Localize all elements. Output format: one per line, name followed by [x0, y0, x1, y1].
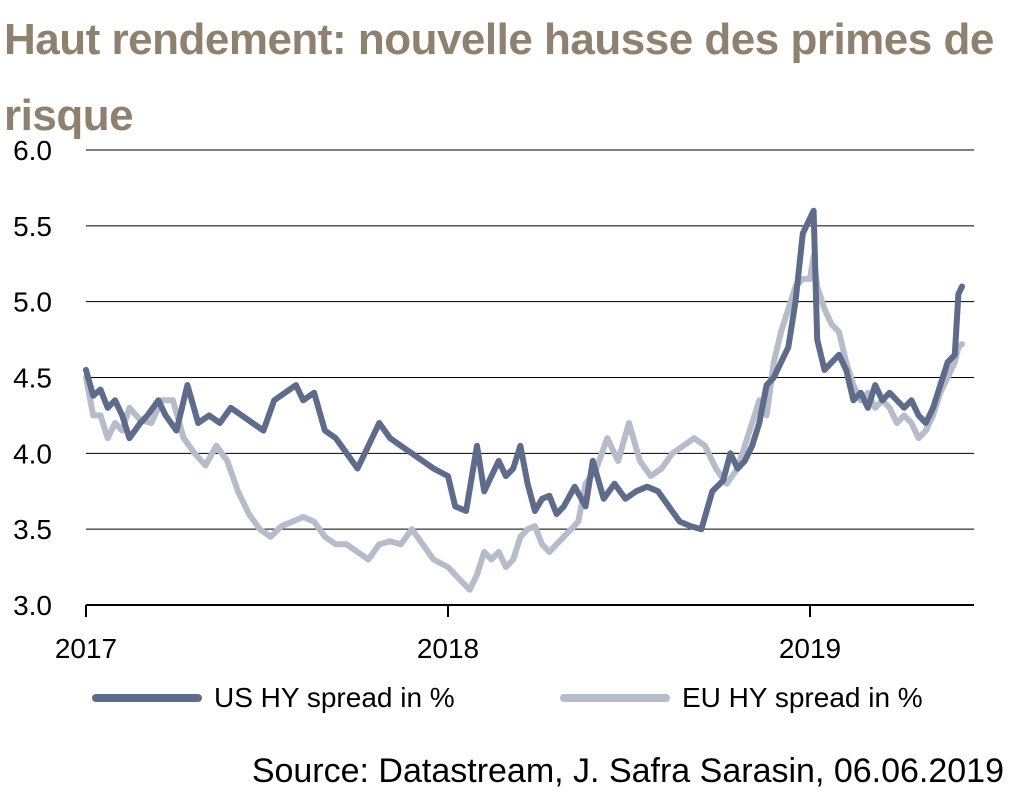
legend-item-us: US HY spread in % [92, 678, 455, 718]
legend-label-us: US HY spread in % [214, 682, 455, 713]
x-tick-label: 2017 [55, 633, 117, 664]
y-tick-label: 5.0 [13, 287, 52, 318]
x-tick-label: 2019 [779, 633, 841, 664]
source-note: Source: Datastream, J. Safra Sarasin, 06… [251, 752, 1004, 790]
x-axis: 2017 2018 2019 [55, 604, 974, 664]
legend-label-eu: EU HY spread in % [682, 682, 923, 713]
y-tick-label: 4.5 [13, 363, 52, 394]
x-tick-label: 2018 [417, 633, 479, 664]
y-tick-label: 5.5 [13, 211, 52, 242]
y-tick-label: 4.0 [13, 438, 52, 469]
y-axis-ticks: 6.0 5.5 5.0 4.5 4.0 3.5 3.0 [13, 135, 52, 621]
chart-title: Haut rendement: nouvelle hausse des prim… [4, 15, 994, 140]
y-tick-label: 3.0 [13, 590, 52, 621]
legend-swatch-eu [560, 694, 670, 702]
y-tick-label: 3.5 [13, 514, 52, 545]
us-hy-spread-line [83, 207, 965, 533]
y-tick-label: 6.0 [13, 135, 52, 166]
legend-item-eu: EU HY spread in % [560, 678, 923, 718]
legend-swatch-us [92, 694, 202, 702]
series-lines [83, 207, 965, 593]
